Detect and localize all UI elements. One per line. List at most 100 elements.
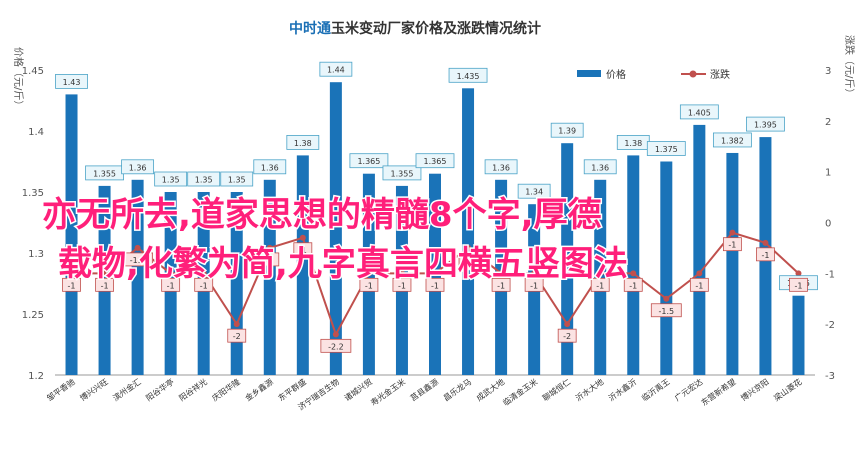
price-bar — [263, 179, 276, 375]
change-label-box — [95, 277, 114, 292]
change-point — [663, 295, 670, 302]
change-data-label: -2 — [563, 332, 571, 341]
change-point — [465, 244, 472, 251]
legend: 价格 涨跌 — [577, 68, 730, 81]
price-data-label: 1.43 — [63, 78, 81, 87]
y-left-tick: 1.3 — [28, 249, 44, 260]
price-bar — [65, 94, 78, 376]
price-label-box — [583, 159, 617, 175]
price-data-label: 1.44 — [327, 66, 345, 75]
price-data-label: 1.355 — [391, 169, 414, 178]
change-data-label: -2.2 — [328, 342, 344, 351]
price-data-label: 1.39 — [558, 127, 576, 136]
price-bar — [131, 179, 144, 375]
price-data-label: 1.36 — [492, 163, 510, 172]
y-left-tick: 1.45 — [22, 66, 44, 77]
price-data-label: 1.34 — [525, 188, 543, 197]
change-data-label: -2 — [233, 332, 241, 341]
change-label-box — [194, 277, 214, 292]
price-bar — [627, 155, 640, 375]
legend-price-label: 价格 — [606, 68, 626, 81]
y-left-tick: 1.25 — [22, 310, 44, 321]
change-point — [564, 321, 571, 328]
price-bar — [594, 179, 607, 375]
change-point — [200, 270, 207, 277]
change-point — [531, 270, 538, 277]
y-left-label: 价格（元/斤） — [12, 47, 25, 110]
change-label-box — [557, 328, 577, 343]
x-tick-label: 沂水鑫沂 — [606, 376, 638, 403]
price-data-label: 1.395 — [754, 121, 777, 130]
price-data-label: 1.36 — [591, 163, 609, 172]
x-tick-label: 临清金玉米 — [501, 376, 540, 407]
chart-title: 中时通玉米变动厂家价格及涨跌情况统计 — [289, 20, 541, 37]
x-tick-label: 邹平香驰 — [45, 376, 77, 403]
legend-change-marker — [689, 70, 697, 78]
change-label-box — [122, 252, 154, 267]
price-label-box — [121, 159, 155, 175]
y-right-tick: 3 — [825, 66, 831, 77]
price-label-box — [517, 183, 551, 199]
price-bar — [660, 161, 673, 375]
price-label-box — [154, 171, 188, 187]
change-point — [795, 270, 802, 277]
change-point — [630, 270, 637, 277]
change-data-label: -1 — [695, 281, 703, 290]
price-label-box — [746, 116, 785, 132]
x-tick-label: 梁山菱花 — [772, 376, 804, 403]
x-tick-label: 博兴京阳 — [739, 376, 771, 403]
legend-change-label: 涨跌 — [710, 68, 730, 81]
x-tick-label: 阳谷华亭 — [144, 376, 176, 403]
change-label-box — [320, 338, 352, 353]
change-label-box — [756, 247, 775, 262]
price-label-box — [382, 165, 422, 181]
change-label-box — [260, 252, 280, 267]
price-data-label: 1.35 — [195, 176, 213, 185]
change-label-box — [458, 252, 478, 267]
y-left-tick: 1.2 — [28, 371, 44, 382]
change-label-box — [293, 242, 313, 257]
legend-price-swatch — [577, 70, 601, 77]
x-tick-label: 阳谷祥光 — [177, 376, 209, 403]
change-data-label: -1 — [365, 281, 373, 290]
change-label-box — [491, 277, 511, 292]
price-bar — [296, 155, 309, 375]
change-data-label: -1 — [728, 241, 736, 250]
price-data-label: 1.365 — [424, 157, 447, 166]
change-data-label: -1 — [398, 281, 406, 290]
change-point — [498, 270, 505, 277]
x-tick-label: 聊城恒仁 — [540, 376, 572, 403]
price-bar — [495, 179, 508, 375]
price-bar — [726, 152, 739, 375]
price-label-box — [712, 132, 752, 148]
change-point — [332, 331, 339, 338]
change-point — [762, 239, 769, 246]
price-label-box — [55, 74, 88, 89]
price-data-label: 1.38 — [624, 139, 642, 148]
change-label-box — [650, 303, 682, 318]
y-right-tick: -2 — [825, 320, 835, 331]
change-label-box — [359, 277, 379, 292]
change-data-label: -1 — [167, 281, 175, 290]
change-data-label: -1 — [101, 281, 109, 290]
change-point — [398, 270, 405, 277]
change-label-box — [722, 237, 742, 252]
x-tick-label: 滨州金汇 — [111, 376, 143, 403]
y-left-tick: 1.4 — [28, 127, 44, 138]
y-left-tick: 1.35 — [22, 188, 44, 199]
price-label-box — [448, 67, 488, 83]
change-data-label: -1 — [794, 281, 802, 290]
change-data-label: -1 — [464, 256, 472, 265]
x-tick-label: 金乡鑫源 — [243, 376, 275, 403]
price-data-label: 1.365 — [357, 157, 380, 166]
price-bar — [462, 88, 475, 376]
change-point — [233, 321, 240, 328]
change-label-box — [227, 328, 247, 343]
change-data-label: -1.5 — [130, 256, 146, 265]
change-data-label: -1 — [497, 281, 505, 290]
x-tick-label: 沂水大地 — [573, 376, 605, 403]
change-label-box — [524, 277, 544, 292]
x-tick-label: 庆阳华隆 — [210, 376, 242, 403]
price-label-box — [484, 159, 518, 175]
